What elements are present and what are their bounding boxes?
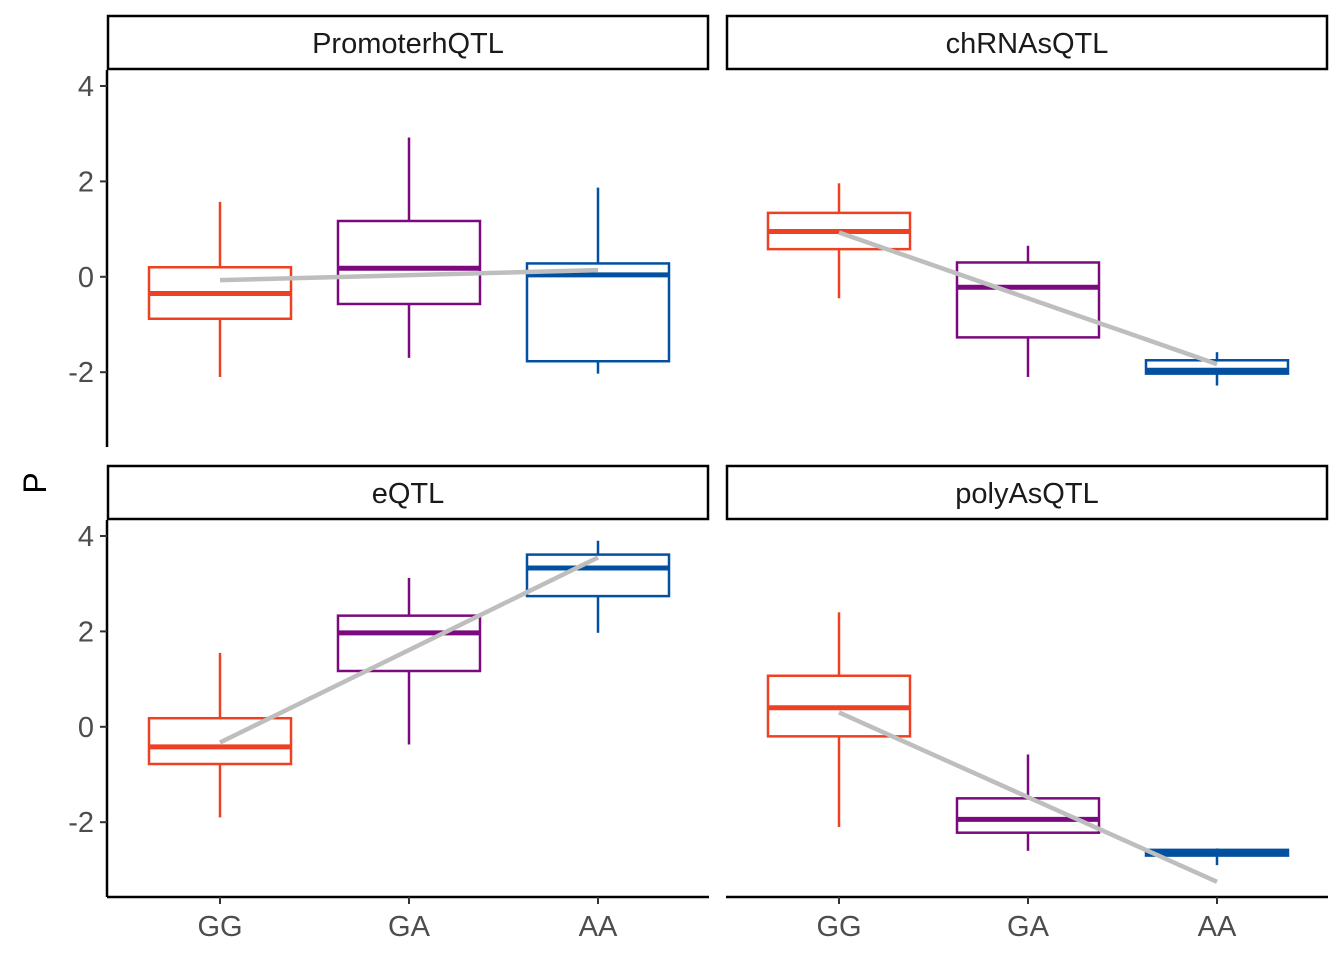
y-tick-label: -2 [68,807,94,839]
strip-label-chrnasqtl: chRNAsQTL [946,28,1109,60]
y-tick-label: 0 [78,262,94,294]
x-tick-label: GG [816,911,861,943]
x-tick-label: AA [1198,911,1237,943]
x-tick-label: GA [1007,911,1050,943]
trend-line-polyasqtl [838,710,1218,884]
box-aa [525,553,671,598]
trend-line-promoterhqtl [219,267,599,283]
strip-label-polyasqtl: polyAsQTL [955,478,1098,510]
box-ga [955,797,1101,834]
y-tick-label: 2 [78,616,94,648]
y-tick-label: 0 [78,712,94,744]
y-tick-label: -2 [68,357,94,389]
strip-box-promoterhqtl [106,14,710,71]
strip-box-chrnasqtl [725,14,1329,71]
trend-line-chrnasqtl [838,230,1218,367]
strip-label-promoterhqtl: PromoterhQTL [312,28,504,60]
box-ga [336,219,482,306]
y-tick-label: 2 [78,166,94,198]
y-tick-label: 4 [78,521,94,553]
strip-box-polyasqtl [725,464,1329,521]
x-tick-label: AA [579,911,618,943]
box-aa [525,262,671,363]
y-axis-title: P [17,472,53,493]
strip-box-eqtl [106,464,710,521]
x-tick-label: GA [388,911,431,943]
trend-line-eqtl [219,555,599,745]
y-tick-label: 4 [78,71,94,103]
strip-label-eqtl: eQTL [372,478,445,510]
x-tick-label: GG [197,911,242,943]
